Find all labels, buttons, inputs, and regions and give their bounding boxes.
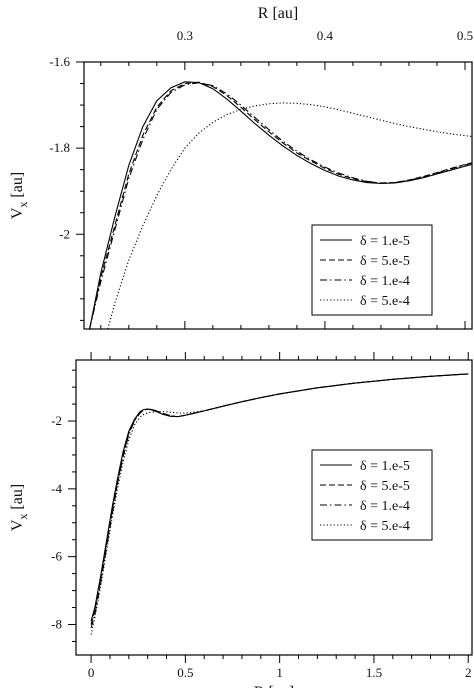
legend-label-4: δ = 5.e-4	[360, 519, 410, 534]
y-tick-label: -1.8	[49, 140, 70, 155]
legend: δ = 1.e-5 δ = 5.e-5 δ = 1.e-4 δ = 5.e-4	[311, 224, 433, 316]
series-group	[90, 373, 469, 635]
y-axis-label-unit: [au]	[9, 172, 26, 198]
panel-2: 00.511.52-2-4-6-8R [au]Vx[au]δ = 1.e-5δ …	[9, 352, 473, 688]
x-tick-label: 0.5	[457, 28, 473, 43]
y-tick-label: -4	[51, 481, 62, 496]
legend-label-1: δ = 1.e-5	[360, 234, 410, 249]
x-tick-label: 1.5	[366, 665, 382, 680]
y-axis-label: Vx [au]	[9, 484, 30, 531]
legend-label-2: δ = 5.e-5	[360, 479, 410, 494]
y-tick-label: -2	[59, 226, 70, 241]
y-axis-label-symbol: V	[9, 519, 26, 531]
x-tick-label: 0.5	[177, 665, 193, 680]
x-axis-label: R [au]	[258, 5, 298, 22]
series-line-4	[90, 373, 469, 635]
plot-frame	[83, 61, 473, 330]
y-tick-label: -6	[51, 549, 62, 564]
series-line-1	[89, 81, 472, 329]
x-axis-label: R [au]	[254, 684, 294, 688]
legend-label-3: δ = 1.e-4	[360, 274, 410, 289]
series-line-3	[89, 82, 472, 329]
y-tick-label: -1.6	[49, 54, 70, 69]
x-tick-label: 0	[88, 665, 95, 680]
y-tick-label: -2	[51, 413, 62, 428]
series-line-4	[107, 102, 472, 329]
x-tick-label: 2	[465, 665, 472, 680]
y-tick-label: -8	[51, 616, 62, 631]
series-line-2	[89, 81, 472, 329]
x-tick-label: 1	[276, 665, 283, 680]
y-axis-label-subscript: x	[16, 514, 30, 520]
y-axis-label-symbol: V	[9, 207, 26, 219]
x-tick-label: 0.4	[317, 28, 334, 43]
y-axis-label-unit: [au]	[9, 484, 26, 510]
y-axis-label-subscript: x	[16, 202, 30, 208]
legend-label-1: δ = 1.e-5	[360, 459, 410, 474]
series-group	[89, 81, 472, 329]
panel-1: 0.3 0.4 0.5 -1.6 -1.8 -2 R [au] Vx [au] δ = 1.e-5…	[9, 5, 473, 330]
legend-label-4: δ = 5.e-4	[360, 294, 410, 309]
legend-label-3: δ = 1.e-4	[360, 499, 410, 514]
y-axis-label: Vx [au]	[9, 172, 30, 219]
legend: δ = 1.e-5 δ = 5.e-5 δ = 1.e-4 δ = 5.e-4	[311, 449, 433, 541]
plot-frame	[75, 359, 473, 656]
legend-label-2: δ = 5.e-5	[360, 254, 410, 269]
x-tick-label: 0.3	[177, 28, 193, 43]
